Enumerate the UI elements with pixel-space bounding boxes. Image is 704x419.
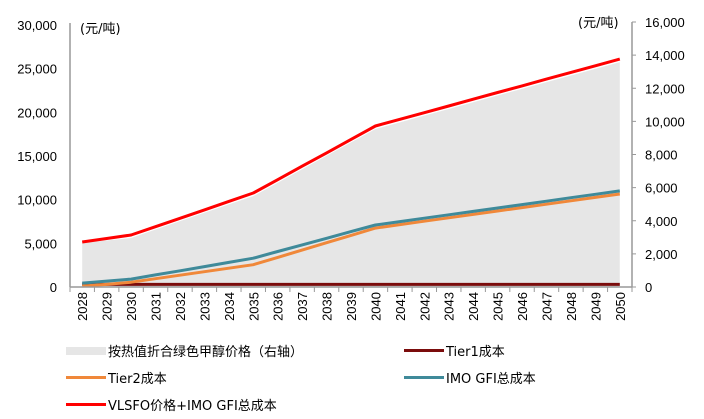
right-tick-label: 4,000 xyxy=(645,214,678,229)
right-tick-label: 0 xyxy=(645,280,652,295)
line-series-3 xyxy=(82,189,621,285)
x-tick-label: 2034 xyxy=(222,292,237,321)
left-tick-label: 10,000 xyxy=(17,193,57,208)
right-tick-label: 6,000 xyxy=(645,181,678,196)
area-methanol-price xyxy=(82,62,620,287)
left-tick-label: 30,000 xyxy=(17,18,57,33)
x-tick-label: 2041 xyxy=(393,292,408,321)
x-tick-label: 2045 xyxy=(491,292,506,321)
x-tick-label: 2035 xyxy=(246,292,261,321)
legend-label-methanol: 按热值折合绿色甲醇价格（右轴） xyxy=(108,345,304,360)
x-tick-label: 2033 xyxy=(197,292,212,321)
legend-swatch-vlsfo xyxy=(66,403,106,406)
legend-item-vlsfo: VLSFO价格+IMO GFI总成本 xyxy=(66,395,277,414)
x-tick-label: 2029 xyxy=(100,292,115,321)
legend-label-imo-gfi: IMO GFI总成本 xyxy=(446,372,536,387)
chart-svg: 0 5,000 10,000 15,000 20,000 25,000 30,000 0 2,0… xyxy=(17,15,685,321)
right-tick-label: 14,000 xyxy=(645,48,685,63)
right-tick-label: 8,000 xyxy=(645,148,678,163)
x-tick-label: 2030 xyxy=(124,292,139,321)
x-tick-label: 2040 xyxy=(368,292,383,321)
legend-swatch-tier2 xyxy=(66,376,106,379)
left-tick-label: 5,000 xyxy=(24,236,57,251)
right-tick-label: 2,000 xyxy=(645,247,678,262)
legend-label-vlsfo: VLSFO价格+IMO GFI总成本 xyxy=(108,399,277,414)
x-tick-label: 2048 xyxy=(564,292,579,321)
x-tick-label: 2049 xyxy=(588,292,603,321)
x-tick-label: 2044 xyxy=(466,292,481,321)
x-tick-label: 2046 xyxy=(515,292,530,321)
left-tick-label: 15,000 xyxy=(17,149,57,164)
line-series-2 xyxy=(82,192,621,288)
legend-item-tier2: Tier2成本 xyxy=(66,368,167,387)
x-tick-label: 2042 xyxy=(417,292,432,321)
legend-swatch-imo-gfi xyxy=(404,376,444,379)
axes-layer: 0 5,000 10,000 15,000 20,000 25,000 30,000 0 2,0… xyxy=(17,15,685,321)
legend-swatch-tier1 xyxy=(404,349,444,352)
right-tick-label: 10,000 xyxy=(645,114,685,129)
legend-swatch-methanol xyxy=(66,346,106,355)
legend-item-imo-gfi: IMO GFI总成本 xyxy=(404,368,536,387)
x-tick-label: 2031 xyxy=(149,292,164,321)
right-tick-label: 16,000 xyxy=(645,15,685,30)
x-tick-label: 2039 xyxy=(344,292,359,321)
left-tick-label: 20,000 xyxy=(17,105,57,120)
left-tick-label: 0 xyxy=(50,280,57,295)
x-tick-label: 2037 xyxy=(295,292,310,321)
x-tick-label: 2028 xyxy=(75,292,90,321)
area-layer xyxy=(82,62,620,287)
x-tick-label: 2032 xyxy=(173,292,188,321)
x-tick-label: 2038 xyxy=(320,292,335,321)
left-axis-unit-label: (元/吨) xyxy=(80,22,121,37)
x-tick-label: 2047 xyxy=(539,292,554,321)
legend-label-tier2: Tier2成本 xyxy=(108,372,167,387)
legend-label-tier1: Tier1成本 xyxy=(446,345,505,360)
x-tick-label: 2036 xyxy=(271,292,286,321)
legend-item-tier1: Tier1成本 xyxy=(404,341,505,360)
left-tick-label: 25,000 xyxy=(17,62,57,77)
x-tick-label: 2043 xyxy=(442,292,457,321)
lines-layer xyxy=(81,57,621,288)
right-axis-unit-label: (元/吨) xyxy=(578,16,619,31)
legend-item-methanol: 按热值折合绿色甲醇价格（右轴） xyxy=(66,341,303,360)
right-tick-label: 12,000 xyxy=(645,81,685,96)
x-tick-label: 2050 xyxy=(613,292,628,321)
